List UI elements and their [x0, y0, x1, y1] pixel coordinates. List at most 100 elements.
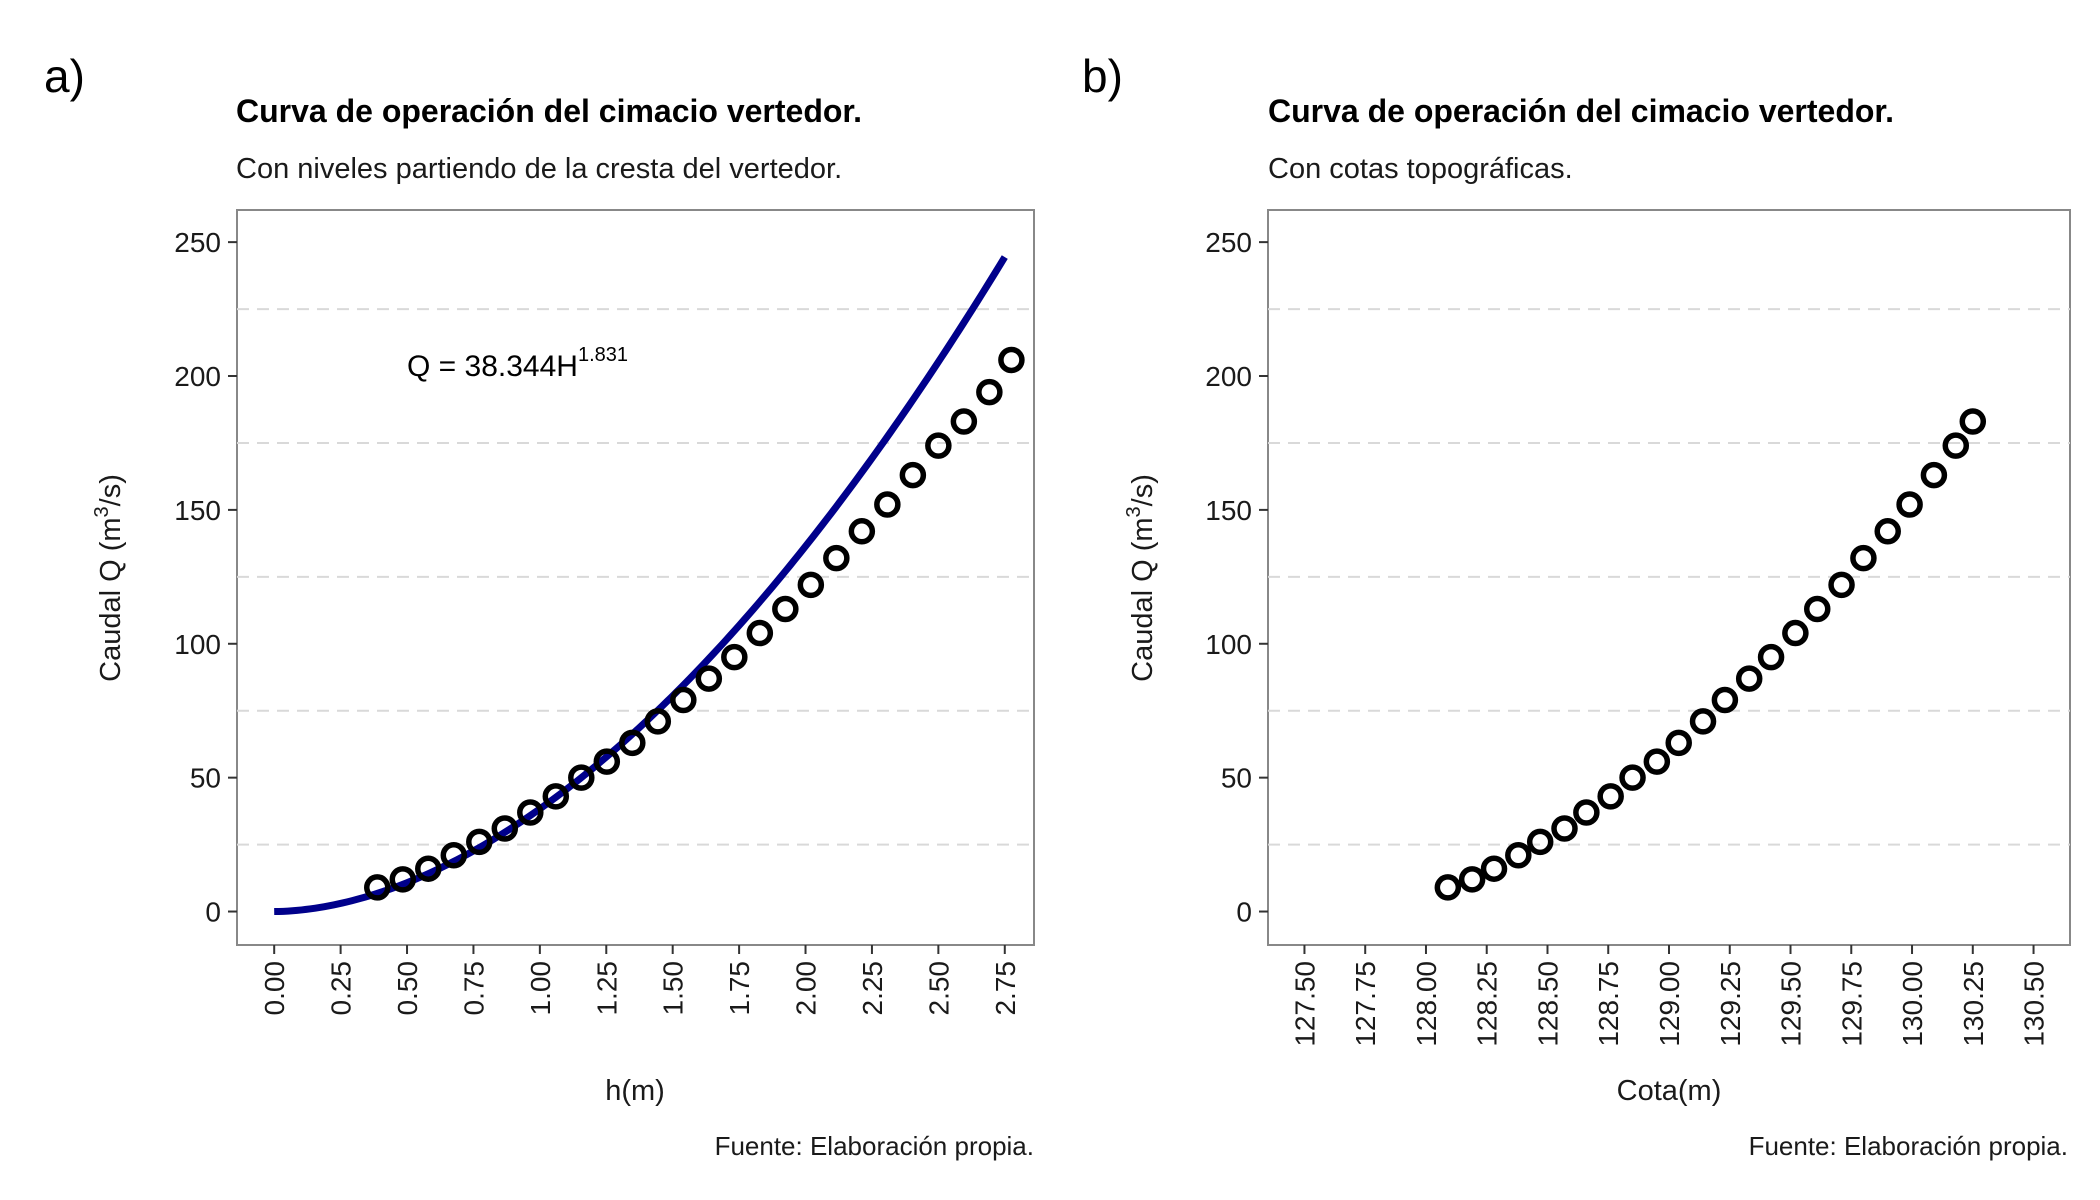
data-point [1551, 815, 1578, 842]
y-tick-label: 250 [1205, 227, 1252, 258]
x-tick-label: 1.75 [724, 961, 755, 1016]
x-tick-label: 0.00 [259, 961, 290, 1016]
y-tick-label: 150 [174, 495, 221, 526]
equation-text: Q = 38.344H [407, 350, 578, 383]
data-point [1850, 544, 1877, 572]
y-axis-title-prefix: Caudal Q (m [95, 517, 127, 681]
x-axis-title: h(m) [605, 1075, 665, 1107]
data-point [998, 346, 1025, 374]
y-tick-label: 100 [1205, 629, 1252, 660]
data-point [1942, 432, 1970, 459]
data-point [491, 815, 519, 842]
panel-label: b) [1082, 50, 1123, 102]
x-tick-label: 2.75 [990, 961, 1021, 1016]
x-tick-label: 2.00 [791, 961, 822, 1016]
x-axis-ticks: 0.00 0.25 0.50 0.75 1.00 1.25 1.50 1.75 2.00 2.25… [259, 945, 1021, 1016]
data-points [364, 346, 1025, 901]
data-point [568, 764, 595, 791]
y-axis-title-suffix: /s) [1127, 474, 1159, 506]
data-point [1597, 783, 1624, 810]
data-point [950, 408, 978, 435]
y-tick-label: 0 [1236, 897, 1252, 928]
chart-title: Curva de operación del cimacio vertedor. [236, 93, 862, 129]
y-tick-label: 250 [174, 227, 221, 258]
x-tick-label: 1.50 [658, 961, 689, 1016]
equation-label: Q = 38.344H1.831 [407, 344, 628, 383]
chart-subtitle: Con cotas topográficas. [1268, 153, 1573, 185]
y-tick-label: 200 [1205, 361, 1252, 392]
caption: Fuente: Elaboración propia. [1749, 1131, 2068, 1161]
data-point [389, 866, 417, 893]
gridlines [1268, 308, 2070, 846]
x-tick-label: 128.75 [1593, 961, 1624, 1047]
chart-title: Curva de operación del cimacio vertedor. [1268, 93, 1894, 129]
data-point [619, 729, 646, 757]
data-point [797, 571, 825, 599]
data-point [1782, 619, 1809, 647]
data-point [823, 544, 850, 572]
data-point [517, 799, 544, 826]
data-point [1434, 874, 1462, 901]
data-point [848, 518, 876, 545]
x-tick-label: 129.50 [1776, 961, 1807, 1047]
data-point [1757, 643, 1785, 671]
data-point [1665, 729, 1692, 757]
y-axis-ticks: 0 50 100 150 200 250 [1205, 227, 1268, 928]
data-point [670, 686, 697, 714]
data-point [695, 665, 723, 692]
data-point [1573, 799, 1600, 826]
data-point [1896, 491, 1923, 518]
x-tick-label: 128.00 [1411, 961, 1442, 1047]
y-axis-title: Caudal Q (m3/s) [1123, 474, 1159, 682]
x-axis-ticks: 127.50 127.75 128.00 128.25 128.50 128.75 129.… [1289, 945, 2050, 1047]
chart-subtitle: Con niveles partiendo de la cresta del v… [236, 153, 842, 185]
gridlines [237, 308, 1034, 846]
y-tick-label: 50 [1221, 763, 1252, 794]
data-point [644, 708, 672, 735]
x-tick-label: 0.25 [326, 961, 357, 1016]
x-tick-label: 2.25 [857, 961, 888, 1016]
y-tick-label: 150 [1205, 495, 1252, 526]
y-tick-label: 50 [190, 763, 221, 794]
equation-exponent: 1.831 [578, 344, 628, 366]
data-point [1959, 408, 1987, 435]
data-point [874, 491, 901, 518]
data-point [925, 432, 952, 459]
data-point [1505, 842, 1532, 869]
x-tick-label: 0.75 [458, 961, 489, 1016]
y-axis-title-suffix: /s) [95, 474, 127, 506]
data-point [440, 842, 468, 869]
data-points [1434, 408, 1987, 901]
y-axis-title-exponent: 3 [91, 506, 113, 517]
x-tick-label: 128.25 [1472, 961, 1503, 1047]
data-point [1711, 686, 1739, 714]
x-tick-label: 130.50 [2019, 961, 2050, 1047]
data-point [976, 378, 1003, 406]
y-tick-label: 200 [174, 361, 221, 392]
x-tick-label: 130.00 [1897, 961, 1928, 1047]
data-point [899, 461, 927, 489]
data-point [593, 748, 621, 775]
x-tick-label: 127.50 [1289, 961, 1320, 1047]
data-point [1689, 708, 1717, 735]
x-tick-label: 1.25 [591, 961, 622, 1016]
panel-b: b) Curva de operación del cimacio verted… [1082, 50, 2071, 1161]
caption: Fuente: Elaboración propia. [715, 1131, 1034, 1161]
data-point [542, 783, 570, 810]
data-point [1619, 764, 1646, 791]
y-tick-label: 100 [174, 629, 221, 660]
x-tick-label: 129.75 [1836, 961, 1867, 1047]
panel-a: a) Curva de operación del cimacio verted… [44, 50, 1035, 1161]
x-tick-label: 128.50 [1532, 961, 1563, 1047]
y-axis-title: Caudal Q (m3/s) [91, 474, 127, 682]
data-point [746, 619, 774, 647]
x-tick-label: 129.25 [1715, 961, 1746, 1047]
data-point [1643, 748, 1671, 775]
x-tick-label: 130.25 [1958, 961, 1989, 1047]
x-axis-title: Cota(m) [1617, 1075, 1722, 1107]
y-axis-title-exponent: 3 [1123, 506, 1145, 517]
data-point [1480, 855, 1508, 882]
plot-panel [236, 209, 1035, 946]
data-point [1458, 866, 1486, 893]
data-point [1828, 571, 1855, 599]
